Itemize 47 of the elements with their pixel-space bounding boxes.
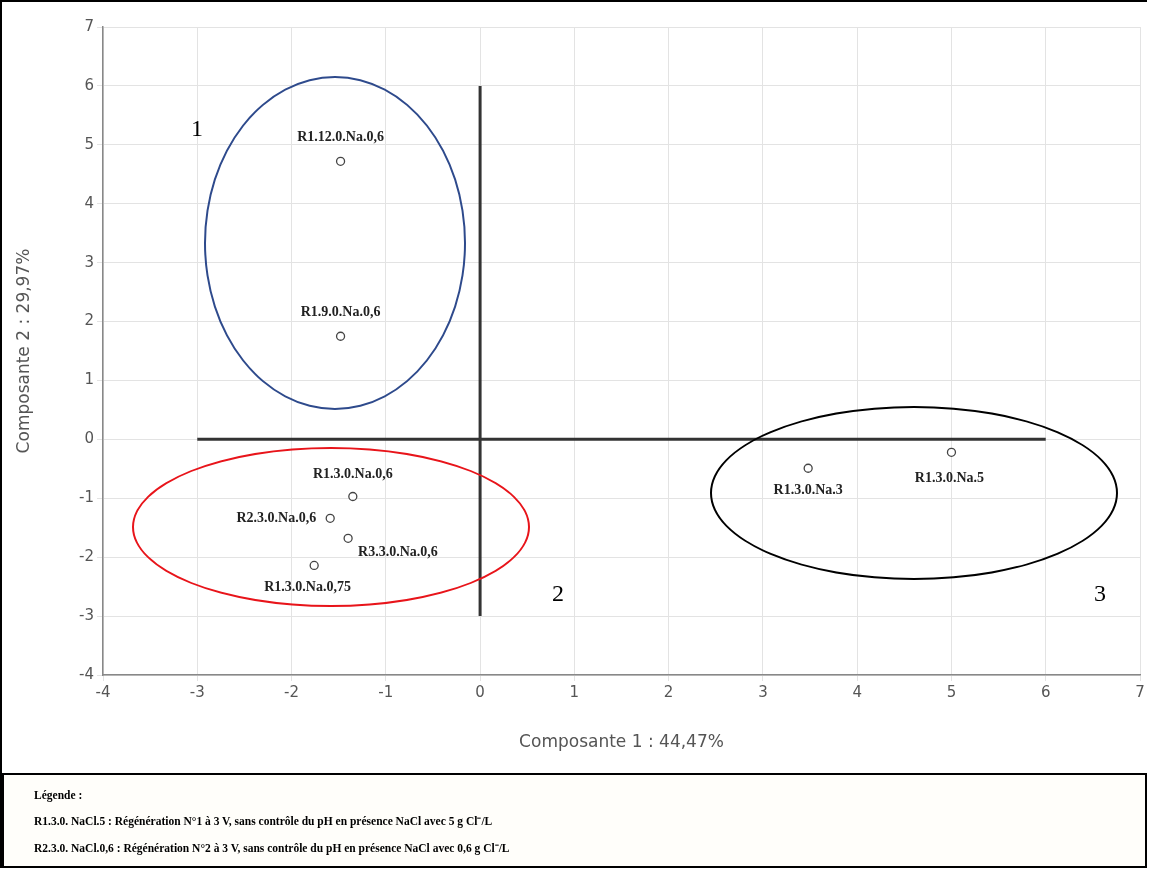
x-tick-label: 7 [1135,682,1145,701]
x-tick-label: 5 [946,682,957,701]
series-label: R1.3.0.Na.0,75 [264,579,351,595]
x-tick-label: -3 [189,682,205,701]
y-tick-label: 2 [84,311,94,330]
x-tick-label: 3 [758,682,768,701]
text: R2.3.0. NaCl.0,6 : Régénération N°2 à 3 V, sans contrôle du pH en présence NaCl avec 0,6 g Cl⁻/L [34,841,511,855]
x-tick-label: -2 [284,682,300,701]
y-tick-label: 3 [84,252,94,271]
point [343,533,353,543]
point [309,560,319,571]
y-axis-title: Composante 2 : 29,97% [12,248,33,454]
y-tick-label: -1 [79,488,94,507]
y-tick-label: 6 [84,75,94,94]
series-label: R2.3.0.Na.0,6 [236,509,317,525]
x-tick-label: 1 [569,682,580,701]
y-tick-label: 1 [84,370,94,389]
x-tick-label: 2 [663,682,674,701]
series-label: R1.3.0.Na.0,6 [312,466,393,482]
x-tick-label: 0 [475,682,485,701]
y-tick-label: 5 [84,134,94,153]
x-tick-label: -1 [378,682,394,701]
y-tick-label: 4 [84,193,94,212]
annotation: 3 [1094,579,1106,607]
point [803,463,813,473]
series-label: R1.3.0.Na.5 [914,469,985,485]
point [335,156,346,166]
annotation: 1 [191,114,203,142]
series-label: R1.9.0.Na.0,6 [300,303,381,319]
series-label: R1.3.0.Na.3 [773,481,843,497]
y-tick-label: -4 [79,664,94,683]
text: R1.3.0. NaCl.5 : Régénération N°1 à 3 V, sans contrôle du pH en présence NaCl avec 5 g Cl⁻/L [34,814,494,828]
x-tick-label: 4 [852,682,862,701]
point [325,513,335,523]
x-axis-title: Composante 1 : 44,47% [519,731,724,752]
y-tick-label: -2 [79,547,94,566]
series-label: R1.12.0.Na.0,6 [297,128,384,144]
y-tick-label: 7 [84,16,94,35]
annotation: 2 [552,579,564,607]
point [348,491,358,502]
y-tick-label: 0 [84,429,94,448]
series-label: R3.3.0.Na.0,6 [358,543,438,559]
y-tick-label: -3 [79,605,94,624]
x-tick-label: 6 [1040,682,1051,701]
point [335,331,346,341]
point [946,447,957,457]
text: Légende : [34,789,84,801]
